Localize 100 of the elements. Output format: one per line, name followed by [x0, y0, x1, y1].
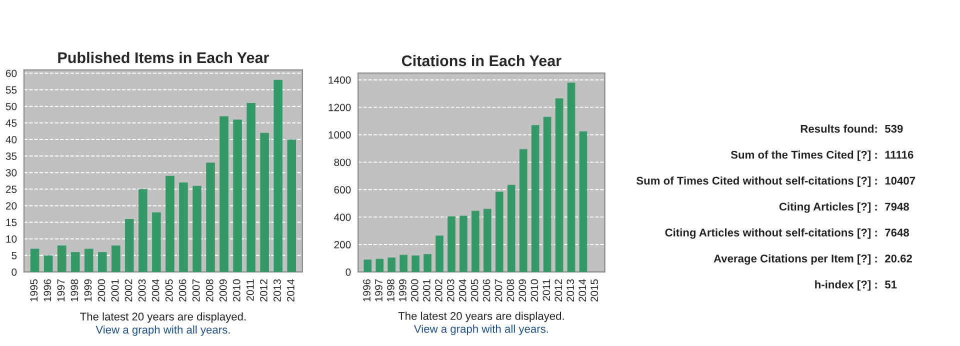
- y-tick-label: 25: [6, 186, 17, 194]
- x-tick-label: 2009: [518, 279, 526, 302]
- x-tick-label: 2002: [124, 279, 132, 302]
- bar: [531, 125, 540, 272]
- y-tick-label: 40: [6, 136, 17, 144]
- bar: [98, 252, 107, 272]
- y-tick-label: 20: [6, 202, 17, 210]
- text: The latest 20 years are displayed.: [80, 312, 246, 323]
- x-tick-label: 2003: [446, 279, 454, 302]
- bar: [412, 255, 420, 272]
- bar: [152, 212, 161, 272]
- x-tick-label: 2011: [542, 279, 550, 301]
- y-tick-label: 200: [334, 241, 351, 248]
- x-tick-label: 1996: [44, 279, 52, 302]
- bar: [400, 254, 408, 272]
- x-tick-label: 2013: [566, 279, 574, 302]
- y-tick-label: 1200: [328, 104, 351, 112]
- bar: [84, 248, 94, 272]
- x-tick-label: 2008: [506, 279, 514, 302]
- x-tick-label: 2008: [206, 279, 214, 302]
- bar: [448, 216, 456, 272]
- x-tick-label: 2012: [554, 279, 562, 302]
- bar: [44, 255, 53, 272]
- x-tick-label: 2014: [578, 279, 586, 302]
- x-tick-label: 2013: [273, 279, 281, 302]
- x-tick-label: 2004: [458, 279, 466, 302]
- x-tick-label: 2002: [434, 279, 442, 302]
- bar: [166, 176, 174, 272]
- bar: [125, 218, 134, 272]
- y-tick-label: 600: [334, 186, 351, 194]
- x-tick-label: 2001: [422, 279, 430, 302]
- bar: [260, 132, 269, 272]
- y-tick-label: 400: [334, 214, 351, 221]
- bar: [246, 103, 256, 272]
- y-tick-label: 50: [6, 102, 17, 110]
- bar: [388, 258, 396, 272]
- y-tick-label: 35: [6, 152, 17, 160]
- bar: [543, 116, 552, 272]
- text: View a graph with all years.: [414, 324, 548, 336]
- x-tick-label: 1999: [84, 279, 92, 302]
- text: Sum of the Times Cited [?] : 11116: [730, 150, 914, 161]
- x-tick-label: 2007: [192, 279, 200, 302]
- bar: [555, 98, 564, 272]
- x-tick-label: 1995: [30, 279, 38, 302]
- x-tick-label: 1998: [70, 279, 78, 302]
- x-tick-label: 2010: [232, 279, 240, 302]
- x-tick-label: 2014: [287, 279, 294, 302]
- x-tick-label: 2007: [494, 279, 502, 302]
- text: Average Citations per Item [?] : 20.62: [714, 254, 912, 265]
- bar: [112, 245, 120, 272]
- x-tick-label: 2015: [590, 279, 598, 302]
- bar: [192, 186, 202, 272]
- y-tick-label: 55: [6, 86, 17, 94]
- x-tick-label: 2012: [260, 279, 268, 302]
- x-tick-label: 2003: [138, 279, 146, 302]
- bar: [376, 258, 384, 272]
- bar: [206, 162, 215, 272]
- x-tick-label: 1996: [363, 279, 370, 302]
- y-tick-label: 0: [346, 268, 351, 276]
- bar: [519, 149, 528, 272]
- y-tick-label: 1000: [328, 131, 351, 139]
- x-tick-label: 2000: [410, 279, 418, 302]
- x-tick-label: 2011: [246, 279, 254, 301]
- y-tick-label: 30: [6, 169, 17, 176]
- x-tick-label: 2006: [482, 279, 490, 302]
- text: The latest 20 years are displayed.: [398, 312, 564, 322]
- x-tick-label: 2004: [152, 279, 160, 302]
- text: Results found: 539: [800, 124, 903, 133]
- bar: [424, 254, 432, 272]
- x-tick-label: 1997: [375, 279, 382, 302]
- bar: [484, 208, 492, 272]
- bar: [30, 248, 40, 272]
- bar: [507, 184, 516, 272]
- bar: [287, 139, 296, 272]
- x-tick-label: 1997: [57, 279, 65, 302]
- text: Citing Articles [?] : 7948: [779, 202, 910, 213]
- x-tick-label: 2009: [219, 279, 227, 302]
- text: Sum of Times Cited without self-citations [?] : 10407: [636, 176, 916, 187]
- x-tick-label: 2000: [98, 279, 106, 302]
- bar: [179, 182, 188, 272]
- bar: [460, 216, 468, 272]
- x-tick-label: 1998: [387, 279, 394, 302]
- bar: [274, 80, 282, 272]
- y-tick-label: 15: [6, 218, 17, 226]
- bar: [567, 82, 576, 272]
- bar: [579, 131, 588, 272]
- x-tick-label: 2005: [165, 279, 173, 302]
- y-tick-label: 5: [12, 252, 17, 260]
- y-tick-label: 60: [6, 70, 17, 78]
- bar: [496, 192, 504, 272]
- bar: [233, 120, 242, 272]
- y-tick-label: 1400: [328, 76, 351, 84]
- x-tick-label: 2006: [178, 279, 186, 302]
- text: Citing Articles without self-citations [?] : 7648: [665, 228, 910, 239]
- y-tick-label: 10: [6, 235, 17, 243]
- y-tick-label: 800: [334, 158, 351, 166]
- bar: [70, 252, 80, 272]
- y-tick-label: 0: [12, 268, 17, 276]
- bar: [472, 210, 480, 272]
- y-tick-label: 45: [6, 120, 17, 127]
